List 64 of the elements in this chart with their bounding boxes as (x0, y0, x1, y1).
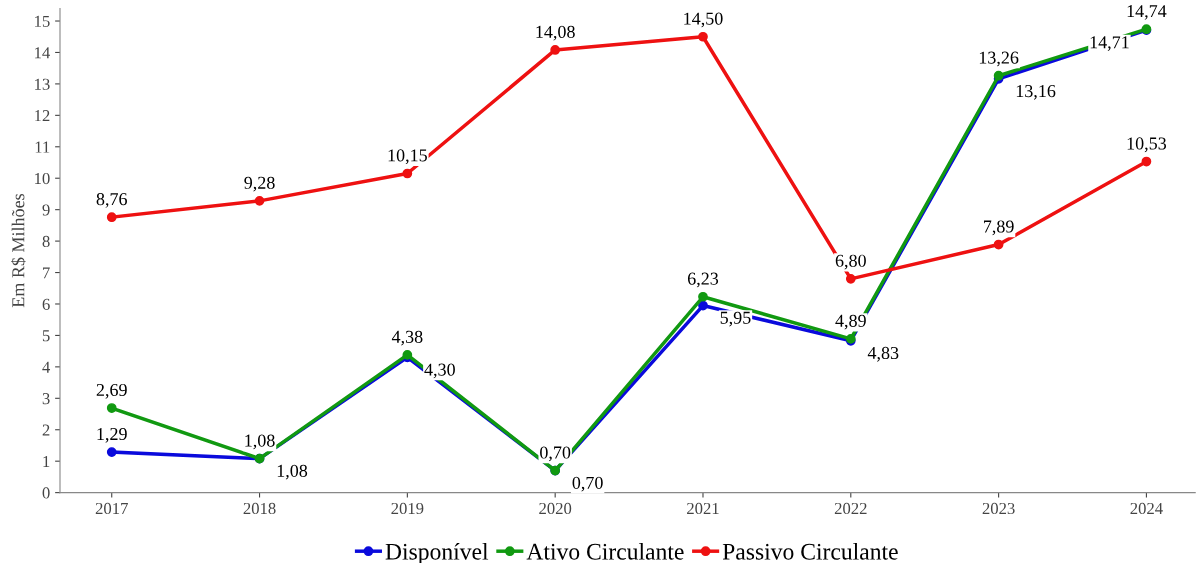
data-label: 10,53 (1127, 137, 1167, 153)
y-axis-title: Em R$ Milhões (11, 194, 26, 308)
y-tick-label: 7 (43, 267, 50, 279)
point (550, 45, 561, 55)
x-tick-label: 2017 (95, 502, 128, 515)
point (106, 403, 117, 413)
data-label: 4,30 (424, 363, 455, 379)
y-tick-label: 14 (35, 47, 51, 59)
point (845, 273, 856, 284)
legend-label: Passivo Circulante (722, 543, 898, 560)
point (698, 31, 708, 42)
point (402, 168, 413, 179)
y-tick-label: 11 (35, 141, 50, 153)
y-tick-label: 3 (42, 393, 50, 405)
point (993, 239, 1004, 250)
data-label: 4,89 (835, 314, 866, 330)
data-label: 8,76 (96, 193, 127, 208)
data-label: 1,08 (245, 434, 275, 450)
data-label: 14,50 (684, 12, 723, 28)
data-label: 0,70 (572, 476, 603, 492)
x-tick-label: 2021 (687, 502, 719, 515)
x-tick-label: 2022 (834, 502, 867, 515)
data-label: 14,08 (536, 25, 575, 41)
data-label: 6,23 (687, 272, 719, 288)
data-label: 14,71 (1090, 36, 1129, 51)
data-label: 1,29 (97, 427, 127, 443)
data-label: 10,15 (388, 149, 427, 165)
y-tick-label: 10 (35, 172, 50, 185)
legend-label: Ativo Circulante (526, 543, 684, 560)
data-label: 13,26 (979, 51, 1019, 67)
y-tick-label: 8 (42, 235, 50, 248)
y-tick-label: 9 (42, 204, 50, 216)
point (698, 291, 708, 302)
y-tick-label: 12 (35, 110, 50, 122)
y-tick-label: 0 (42, 487, 50, 499)
data-label: 1,08 (277, 464, 308, 480)
point (1141, 156, 1152, 167)
y-tick-label: 6 (42, 298, 50, 310)
y-tick-label: 15 (35, 15, 50, 27)
y-tick-label: 13 (35, 78, 50, 90)
data-label: 2,69 (96, 383, 127, 399)
y-tick-label: 2 (42, 424, 50, 436)
x-tick-label: 2024 (1130, 502, 1163, 515)
data-label: 4,83 (867, 346, 899, 362)
x-tick-label: 2018 (243, 502, 276, 515)
data-label: 4,38 (391, 330, 423, 346)
data-label: 6,80 (835, 254, 866, 270)
point (106, 212, 117, 223)
data-label: 0,70 (540, 446, 571, 462)
point (254, 195, 265, 206)
x-tick-label: 2023 (982, 502, 1015, 515)
point (698, 300, 708, 311)
data-label: 13,16 (1016, 85, 1056, 100)
x-tick-label: 2019 (391, 502, 424, 515)
y-tick-label: 1 (43, 455, 50, 467)
data-label: 7,89 (984, 220, 1014, 236)
y-tick-label: 5 (42, 330, 50, 342)
point (106, 447, 117, 457)
data-label: 5,95 (720, 311, 751, 327)
y-tick-label: 4 (42, 361, 51, 373)
x-tick-label: 2020 (539, 502, 572, 515)
data-label: 9,28 (244, 176, 275, 192)
point (993, 70, 1004, 81)
data-label: 14,74 (1127, 5, 1167, 20)
